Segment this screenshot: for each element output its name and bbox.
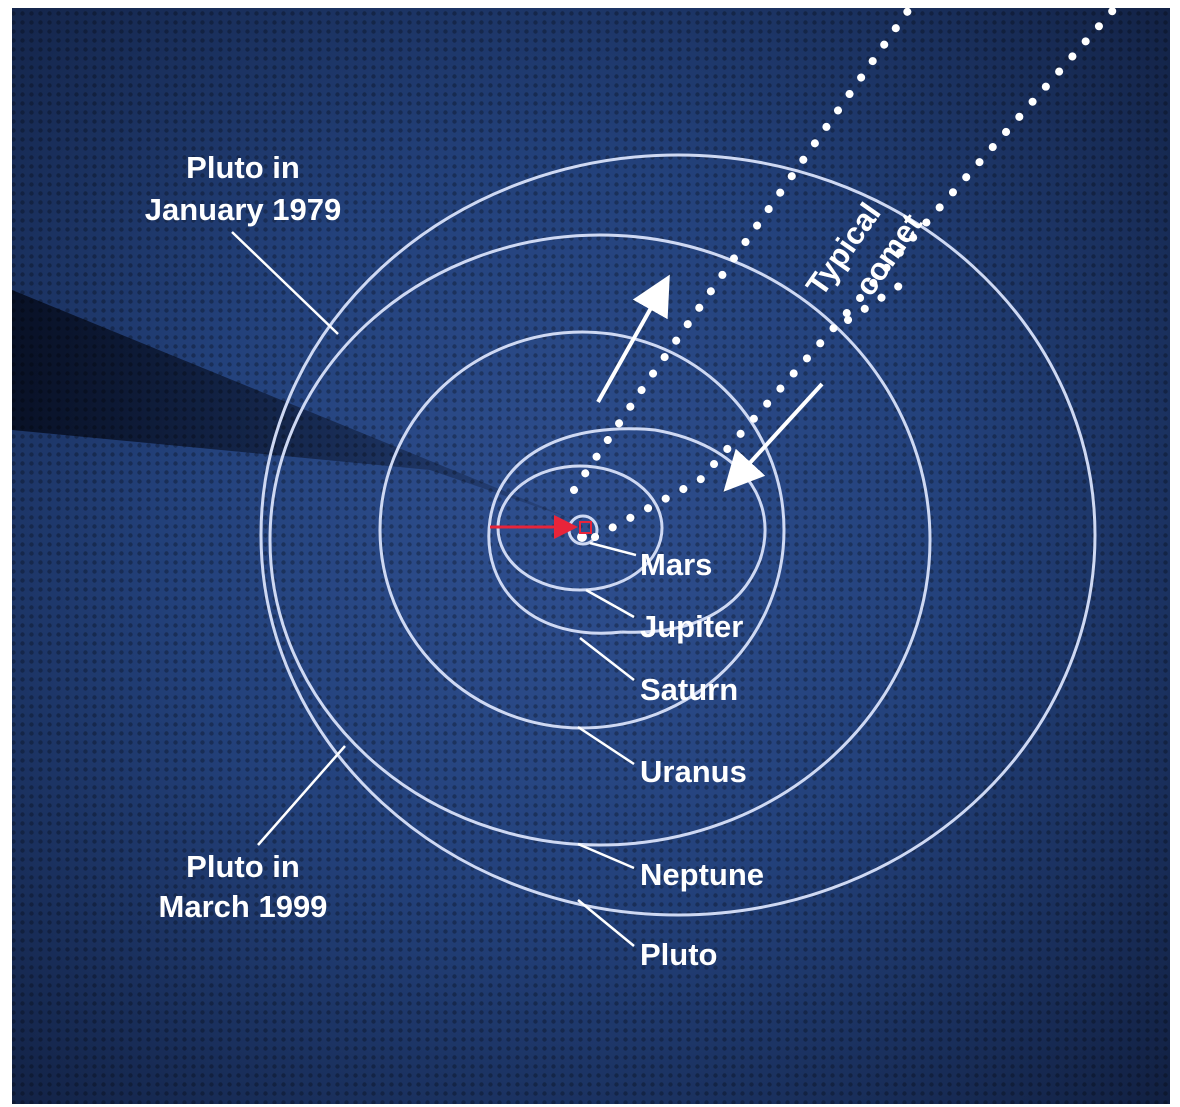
planet-labels: Mars Jupiter Saturn Uranus Neptune Pluto [640, 547, 764, 972]
leader-pluto-1999 [257, 745, 346, 846]
pluto-1979-line2: January 1979 [145, 192, 341, 227]
label-mars: Mars [640, 547, 712, 582]
pluto-1979-callout: Pluto in January 1979 [145, 150, 341, 227]
pluto-1999-callout: Pluto in March 1999 [159, 849, 328, 924]
leader-neptune [577, 842, 635, 870]
pluto-1999-line1: Pluto in [186, 849, 300, 884]
comet-path-label-dots [844, 278, 909, 324]
sun-box [579, 521, 592, 534]
comet-inbound-arrow [723, 382, 824, 492]
orbit-pluto [259, 153, 1097, 917]
pluto-1979-line1: Pluto in [186, 150, 300, 185]
orbits [259, 153, 1097, 917]
label-pluto: Pluto [640, 937, 718, 972]
orbit-saturn [487, 427, 767, 635]
sun-marker [490, 515, 592, 542]
orbit-uranus [378, 330, 786, 730]
leader-saturn [579, 637, 635, 681]
halftone-texture [12, 8, 1170, 1104]
label-saturn: Saturn [640, 672, 738, 707]
leader-mars [589, 541, 637, 557]
pluto-1999-line2: March 1999 [159, 889, 328, 924]
label-uranus: Uranus [640, 754, 747, 789]
orbit-neptune [268, 233, 932, 847]
comet-outbound-arrow [596, 274, 670, 403]
inner-planet-dot [577, 532, 587, 542]
comet-path-inbound [591, 4, 1119, 541]
label-jupiter: Jupiter [640, 609, 743, 644]
leader-pluto [577, 899, 635, 947]
comet-path-outbound [570, 4, 914, 494]
leader-uranus [577, 725, 635, 766]
leader-lines [231, 231, 637, 947]
leader-jupiter [585, 588, 635, 619]
leader-pluto-1979 [231, 231, 339, 335]
label-neptune: Neptune [640, 857, 764, 892]
